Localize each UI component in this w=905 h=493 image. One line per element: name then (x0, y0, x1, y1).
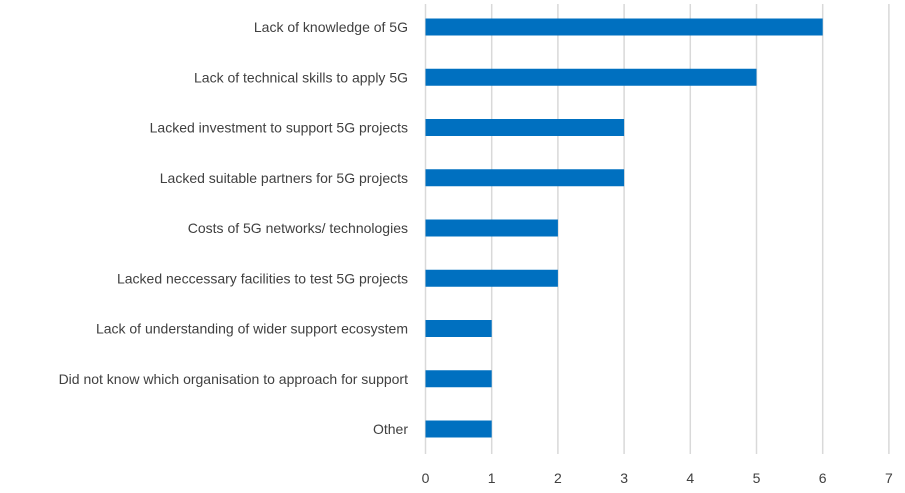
category-label: Costs of 5G networks/ technologies (188, 220, 408, 236)
bar (425, 320, 492, 337)
x-tick-label: 4 (686, 470, 694, 486)
category-label: Lack of knowledge of 5G (254, 19, 408, 35)
category-label: Other (373, 421, 408, 437)
category-label: Lacked neccessary facilities to test 5G … (117, 270, 408, 286)
category-label: Lacked suitable partners for 5G projects (160, 170, 408, 186)
x-tick-label: 3 (620, 470, 628, 486)
bar (425, 68, 757, 86)
bar (425, 18, 823, 36)
x-tick-label: 0 (422, 470, 430, 486)
x-tick-label: 5 (753, 470, 761, 486)
bar (425, 169, 625, 187)
category-label: Did not know which organisation to appro… (59, 371, 409, 387)
x-tick-label: 6 (819, 470, 827, 486)
x-tick-label: 2 (554, 470, 562, 486)
bar (425, 269, 558, 287)
x-tick-label: 7 (885, 470, 893, 486)
category-label: Lack of understanding of wider support e… (96, 321, 408, 337)
category-label: Lacked investment to support 5G projects (150, 120, 408, 136)
bar (425, 219, 558, 237)
category-label: Lack of technical skills to apply 5G (194, 69, 408, 85)
bar (425, 370, 492, 388)
bar (425, 119, 625, 136)
x-tick-label: 1 (488, 470, 496, 486)
bar (425, 420, 492, 438)
